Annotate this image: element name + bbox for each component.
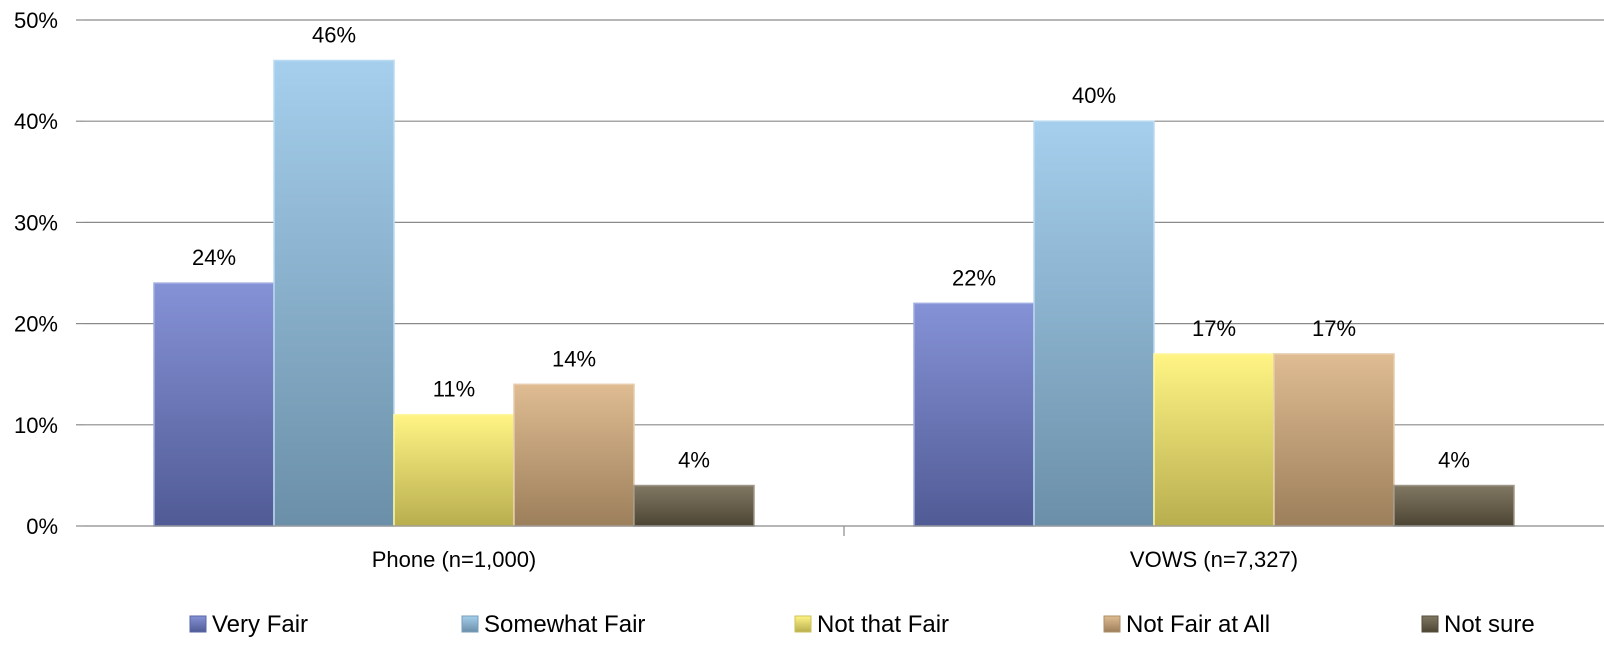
y-tick-label: 0%: [26, 514, 58, 539]
legend-label: Not that Fair: [817, 611, 949, 638]
data-label: 4%: [1438, 448, 1470, 473]
y-tick-label: 10%: [14, 413, 58, 438]
bar: [1153, 353, 1275, 527]
legend-swatch: [1103, 615, 1121, 633]
y-tick-label: 30%: [14, 210, 58, 235]
bar-series: [153, 59, 1515, 527]
legend-item: Not that Fair: [794, 611, 949, 638]
y-tick-label: 20%: [14, 312, 58, 337]
legend-swatch: [461, 615, 479, 633]
data-labels: 24% 46% 11% 14% 4% 22% 40% 17% 17% 4%: [192, 22, 1470, 472]
legend-item: Not sure: [1421, 611, 1535, 638]
data-label: 17%: [1192, 316, 1236, 341]
bar: [153, 282, 275, 527]
x-axis: Phone (n=1,000) VOWS (n=7,327): [84, 525, 1604, 572]
data-label: 11%: [433, 377, 475, 402]
legend-label: Not Fair at All: [1126, 611, 1270, 638]
data-label: 46%: [312, 22, 356, 47]
bar: [913, 302, 1035, 527]
legend-item: Somewhat Fair: [461, 611, 645, 638]
legend-label: Not sure: [1444, 611, 1535, 638]
bar: [513, 383, 635, 527]
legend-label: Somewhat Fair: [484, 611, 645, 638]
bar: [393, 413, 515, 527]
y-tick-label: 40%: [14, 109, 58, 134]
bar: [633, 484, 755, 527]
legend-swatch: [1421, 615, 1439, 633]
bar: [273, 59, 395, 527]
legend-swatch: [794, 615, 812, 633]
y-tick-label: 50%: [14, 8, 58, 33]
bar: [1033, 120, 1155, 527]
data-label: 14%: [552, 346, 596, 371]
data-label: 40%: [1072, 83, 1116, 108]
legend-item: Not Fair at All: [1103, 611, 1270, 638]
data-label: 22%: [952, 265, 996, 290]
y-axis: 0% 10% 20% 30% 40% 50%: [14, 8, 84, 539]
data-label: 24%: [192, 245, 236, 270]
legend-label: Very Fair: [212, 611, 308, 638]
bar: [1273, 353, 1395, 527]
x-category-label: VOWS (n=7,327): [1130, 547, 1298, 572]
legend-swatch: [189, 615, 207, 633]
x-category-label: Phone (n=1,000): [372, 547, 537, 572]
bar: [1393, 484, 1515, 527]
data-label: 17%: [1312, 316, 1356, 341]
legend-item: Very Fair: [189, 611, 308, 638]
data-label: 4%: [678, 448, 710, 473]
legend: Very Fair Somewhat Fair Not that Fair Not F…: [189, 611, 1535, 638]
